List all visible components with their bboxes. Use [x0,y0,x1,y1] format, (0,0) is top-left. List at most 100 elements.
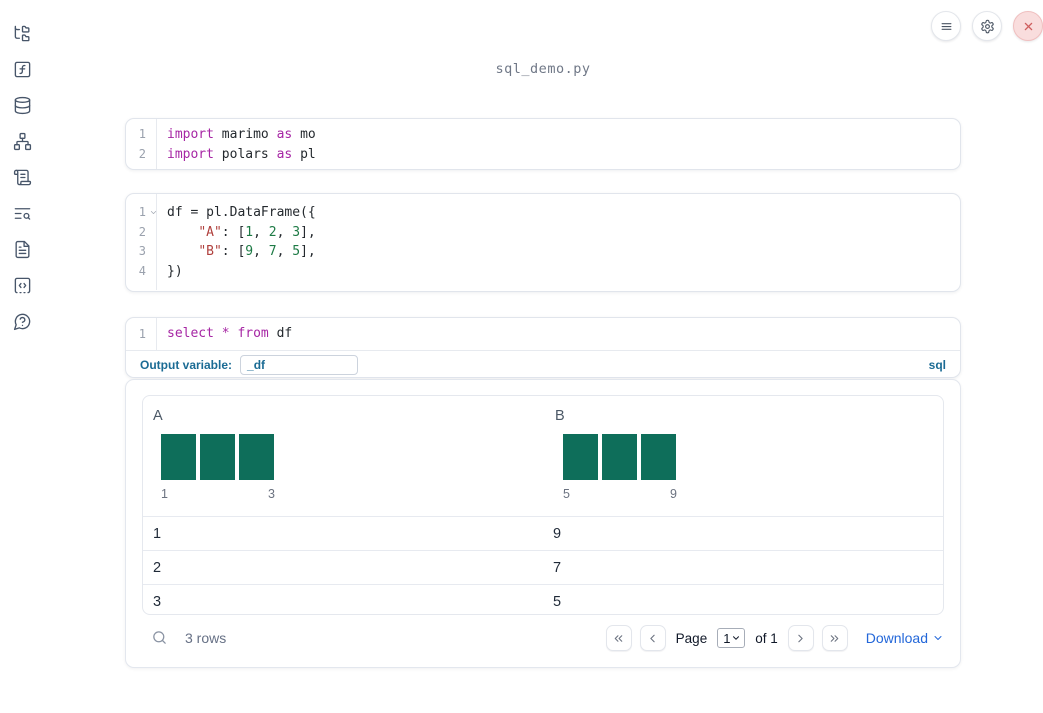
outline-icon[interactable] [13,168,32,187]
table-footer: 3 rows Page 1 of 1 [142,620,944,656]
histogram-bar [239,434,274,480]
menu-icon [941,22,951,30]
code-token: , [276,224,293,240]
sql-output-panel: A 1 3 B [125,379,961,668]
code-token: pl [292,146,316,162]
next-page-button[interactable] [787,625,814,651]
logs-search-icon[interactable] [13,204,32,223]
line-number: 1 [126,203,158,223]
code-token: marimo [213,127,277,142]
page-label: Page [675,630,708,646]
notebook-filename[interactable]: sql_demo.py [495,61,591,77]
line-number: 2 [138,146,146,161]
column-name[interactable]: A [153,408,163,424]
line-number-gutter: 1 2 3 4 [126,194,157,290]
variables-icon[interactable] [13,60,32,79]
close-x-icon [1024,22,1032,30]
table-cell: 1 [153,525,162,542]
code-editor[interactable]: select * from df [157,324,960,344]
menu-button[interactable] [931,11,961,41]
first-page-button[interactable] [605,625,632,651]
code-token: as [276,127,293,142]
table-cell: 5 [553,593,562,610]
code-token: "A" [198,224,222,240]
code-token [167,225,198,240]
line-number: 4 [138,263,146,278]
output-variable-label: Output variable: [140,357,233,372]
code-token: , [253,244,269,259]
table-cell: 7 [553,559,562,576]
settings-gear-icon [980,19,994,33]
code-editor[interactable]: import marimo as mo import polars as pl [157,125,960,164]
code-token: df = pl.DataFrame({ [167,205,316,220]
histogram-min-label: 1 [161,487,168,501]
code-token: 1 [245,224,254,240]
data-sources-icon[interactable] [13,96,32,115]
code-token: 7 [268,244,277,259]
code-line: import polars as pl [167,145,960,165]
code-line: import marimo as mo [167,125,960,145]
code-line: df = pl.DataFrame({ [167,203,960,223]
code-editor[interactable]: df = pl.DataFrame({ "A": [1, 2, 3], "B":… [157,203,960,281]
histogram-range-labels: 5 9 [563,487,677,501]
page-select[interactable]: 1 [717,628,746,648]
code-token: mo [292,127,316,142]
code-token: 9 [245,244,254,259]
documentation-icon[interactable] [13,240,32,259]
histogram-min-label: 5 [563,487,570,501]
code-cell-imports[interactable]: 1 2 import marimo as mo import polars as… [125,118,961,170]
histogram-range-labels: 1 3 [161,487,275,501]
fold-chevron-down-icon[interactable] [149,208,158,217]
search-button[interactable] [151,629,169,647]
page-of-label: of 1 [755,630,778,646]
file-explorer-icon[interactable] [13,24,32,43]
table-cell: 9 [553,525,562,542]
code-token: , [276,244,293,259]
chevron-down-icon [733,636,740,640]
snippets-icon[interactable] [13,276,32,295]
code-token [167,244,198,259]
code-token: * [221,326,230,341]
histogram-max-label: 9 [670,487,677,501]
code-token: from [237,326,269,341]
line-number-gutter: 1 [126,318,157,350]
code-token: polars [213,146,277,162]
code-token: : [ [221,224,246,240]
code-token: import [167,146,214,162]
notebook-main-area: sql_demo.py 1 2 import marimo as mo impo… [125,0,961,713]
chevrons-left-icon [614,634,623,642]
code-line: "B": [9, 7, 5], [167,242,960,262]
table-row: 3 5 [143,584,943,614]
notebook-actions-toolbar [931,11,1043,41]
settings-button[interactable] [972,11,1002,41]
code-cell-dataframe[interactable]: 1 2 3 4 df = pl.DataFrame({ "A": [1, 2, … [125,193,961,292]
download-button[interactable]: Download [866,630,944,646]
previous-page-button[interactable] [639,625,666,651]
line-number-text: 1 [138,205,146,219]
code-line: "A": [1, 2, 3], [167,223,960,243]
line-number: 3 [138,244,146,258]
row-count: 3 rows [185,630,227,646]
line-number: 2 [138,224,146,239]
dependency-graph-icon[interactable] [13,132,32,151]
code-token: , [253,224,269,240]
table-row: 2 7 [143,550,943,584]
code-cell-sql[interactable]: 1 select * from df Output variable: _df … [125,317,961,378]
help-icon[interactable] [13,312,32,331]
table-row: 1 9 [143,516,943,550]
code-token: import [167,127,214,142]
code-token: : [ [221,244,246,259]
code-token: 3 [292,224,301,240]
code-line: select * from df [167,324,960,344]
shutdown-button[interactable] [1013,11,1043,41]
table-cell: 2 [153,559,162,576]
code-token: as [276,146,293,162]
histogram-bar [563,434,598,480]
histogram-b [563,434,677,480]
output-variable-input[interactable]: _df [240,354,359,375]
column-name[interactable]: B [555,408,565,424]
last-page-button[interactable] [821,625,848,651]
table-header: A 1 3 B [143,396,943,516]
dataframe-table: A 1 3 B [142,395,944,615]
